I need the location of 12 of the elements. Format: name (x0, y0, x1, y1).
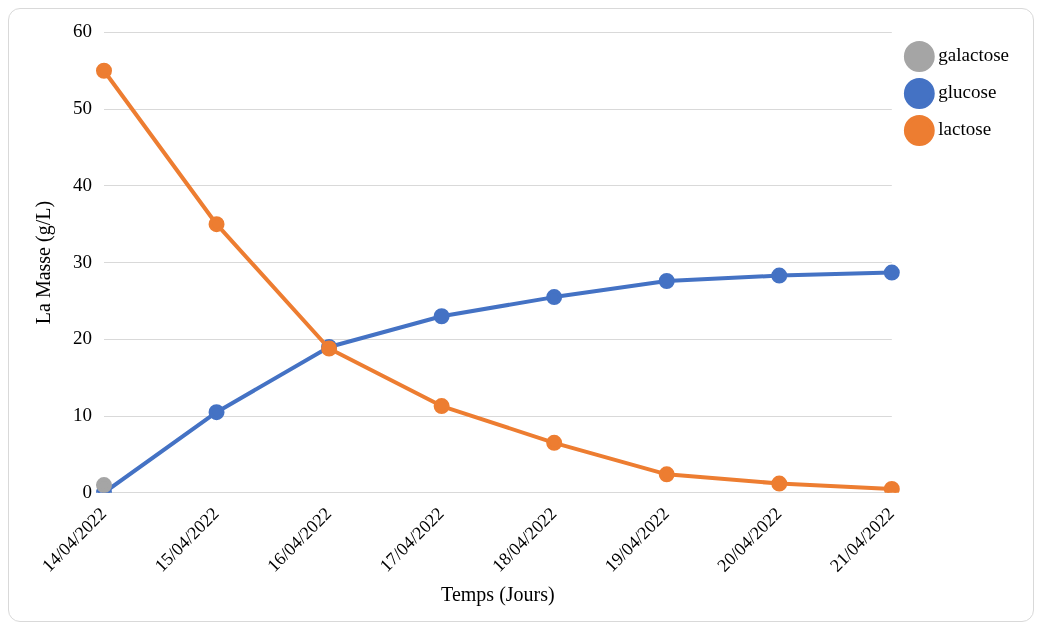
legend-label: lactose (938, 118, 992, 140)
legend-label: glucose (938, 81, 997, 103)
y-tick-label: 0 (82, 480, 92, 502)
y-axis-title: La Masse (g/L) (32, 200, 56, 325)
y-tick-label: 40 (73, 173, 92, 195)
y-tick-label: 60 (73, 20, 92, 42)
legend-label: galactose (938, 44, 1009, 66)
y-tick-label: 50 (73, 97, 92, 119)
x-axis-title: Temps (Jours) (441, 583, 555, 607)
y-tick-label: 30 (73, 250, 92, 272)
y-tick-label: 10 (73, 404, 92, 425)
y-tick-label: 20 (73, 327, 92, 349)
